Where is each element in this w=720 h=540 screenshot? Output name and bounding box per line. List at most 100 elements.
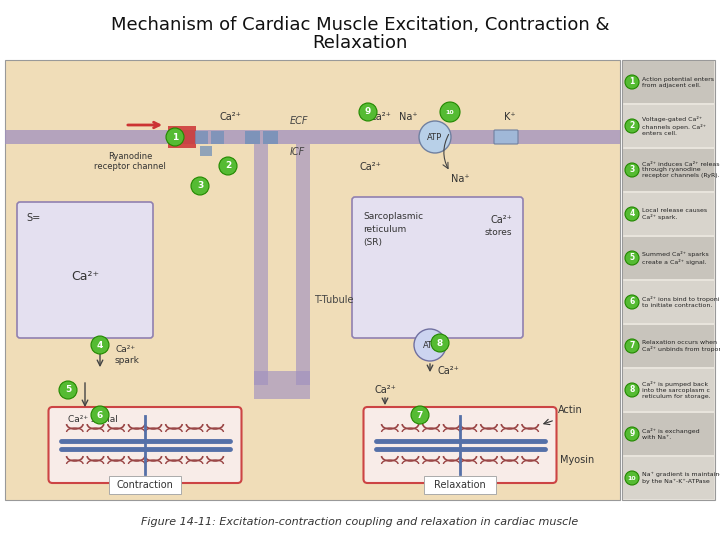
Text: Ryanodine: Ryanodine [108,152,152,161]
Text: Na⁺: Na⁺ [451,174,469,184]
Circle shape [59,381,77,399]
Text: reticulum: reticulum [363,225,406,234]
FancyBboxPatch shape [5,60,620,500]
Text: Action potential enters
from adjacent cell.: Action potential enters from adjacent ce… [642,77,714,87]
FancyBboxPatch shape [364,407,557,483]
Text: S=: S= [26,213,40,223]
Text: Ca²⁺: Ca²⁺ [359,162,381,172]
FancyBboxPatch shape [200,146,212,156]
Text: 5: 5 [65,386,71,395]
FancyBboxPatch shape [622,60,715,500]
Text: 1: 1 [172,132,178,141]
Text: Ca²⁺: Ca²⁺ [490,215,512,225]
Text: Ca²⁺: Ca²⁺ [437,366,459,376]
Text: 1: 1 [629,78,634,86]
Circle shape [625,471,639,485]
FancyBboxPatch shape [296,144,310,385]
Text: Voltage-gated Ca²⁺
channels open. Ca²⁺
enters cell.: Voltage-gated Ca²⁺ channels open. Ca²⁺ e… [642,117,706,136]
FancyBboxPatch shape [623,281,714,323]
Text: Mechanism of Cardiac Muscle Excitation, Contraction &: Mechanism of Cardiac Muscle Excitation, … [111,16,609,34]
Text: T-Tubule: T-Tubule [314,295,354,305]
Text: AT⁺: AT⁺ [423,341,437,349]
Circle shape [625,119,639,133]
Circle shape [219,157,237,175]
Text: 5: 5 [629,253,634,262]
Text: ECF: ECF [290,116,308,126]
Text: Relaxation: Relaxation [312,34,408,52]
Text: Ca²⁺: Ca²⁺ [369,112,391,122]
FancyBboxPatch shape [494,130,518,144]
FancyBboxPatch shape [168,126,196,148]
Text: 9: 9 [365,107,372,117]
Circle shape [414,329,446,361]
Text: 2: 2 [225,161,231,171]
FancyBboxPatch shape [623,457,714,499]
Text: (SR): (SR) [363,238,382,247]
Text: Ca²⁺: Ca²⁺ [71,270,99,283]
Circle shape [91,406,109,424]
Text: ICF: ICF [290,147,305,157]
Text: 8: 8 [629,386,635,395]
Text: Sarcoplasmic: Sarcoplasmic [363,212,423,221]
FancyBboxPatch shape [263,131,277,144]
FancyBboxPatch shape [623,149,714,191]
Text: Ca²⁺ is exchanged
with Na⁺.: Ca²⁺ is exchanged with Na⁺. [642,428,700,440]
Text: Local release causes
Ca²⁺ spark.: Local release causes Ca²⁺ spark. [642,208,707,220]
Text: Actin: Actin [558,405,582,415]
Text: Ca²⁺ signal: Ca²⁺ signal [68,415,118,424]
Text: Contraction: Contraction [117,480,174,490]
Circle shape [359,103,377,121]
Text: Relaxation: Relaxation [434,480,486,490]
Circle shape [625,295,639,309]
Circle shape [625,163,639,177]
FancyBboxPatch shape [194,131,207,144]
Text: Ca²⁺ induces Ca²⁺ release
through ryanodine
receptor channels (RyR).: Ca²⁺ induces Ca²⁺ release through ryanod… [642,161,720,179]
Circle shape [440,102,460,122]
Circle shape [166,128,184,146]
Circle shape [419,121,451,153]
Text: Ca²⁺: Ca²⁺ [219,112,241,122]
Text: 9: 9 [629,429,634,438]
Text: Relaxation occurs when
Ca²⁺ unbinds from troponin.: Relaxation occurs when Ca²⁺ unbinds from… [642,340,720,352]
FancyBboxPatch shape [5,130,620,144]
Circle shape [625,383,639,397]
Text: Ca²⁺
spark: Ca²⁺ spark [115,345,140,364]
Text: 6: 6 [97,410,103,420]
Circle shape [91,336,109,354]
Text: Summed Ca²⁺ sparks
create a Ca²⁺ signal.: Summed Ca²⁺ sparks create a Ca²⁺ signal. [642,252,708,265]
FancyBboxPatch shape [17,202,153,338]
FancyBboxPatch shape [254,371,310,399]
FancyBboxPatch shape [623,413,714,455]
FancyBboxPatch shape [352,197,523,338]
Circle shape [431,334,449,352]
Text: 3: 3 [629,165,634,174]
Circle shape [191,177,209,195]
FancyBboxPatch shape [245,131,259,144]
FancyBboxPatch shape [623,193,714,235]
Text: 4: 4 [96,341,103,349]
FancyBboxPatch shape [623,61,714,103]
FancyBboxPatch shape [254,144,268,385]
Text: 7: 7 [629,341,635,350]
Text: 8: 8 [437,339,443,348]
Circle shape [625,251,639,265]
Text: stores: stores [485,228,512,237]
Text: Myosin: Myosin [560,455,594,465]
FancyBboxPatch shape [623,325,714,367]
Circle shape [625,339,639,353]
FancyBboxPatch shape [48,407,241,483]
Circle shape [625,427,639,441]
FancyBboxPatch shape [623,369,714,411]
Circle shape [411,406,429,424]
Text: 4: 4 [629,210,634,219]
Text: Ca²⁺ is pumped back
into the sarcoplasm c
reticulum for storage.: Ca²⁺ is pumped back into the sarcoplasm … [642,381,711,399]
Text: 7: 7 [417,410,423,420]
Text: ATP: ATP [428,132,443,141]
FancyBboxPatch shape [109,476,181,494]
FancyBboxPatch shape [424,476,496,494]
Text: K⁺: K⁺ [504,112,516,122]
FancyBboxPatch shape [210,131,223,144]
Circle shape [625,75,639,89]
Text: receptor channel: receptor channel [94,162,166,171]
Text: Na⁺ gradient is maintained
by the Na⁺-K⁺-ATPase: Na⁺ gradient is maintained by the Na⁺-K⁺… [642,472,720,484]
